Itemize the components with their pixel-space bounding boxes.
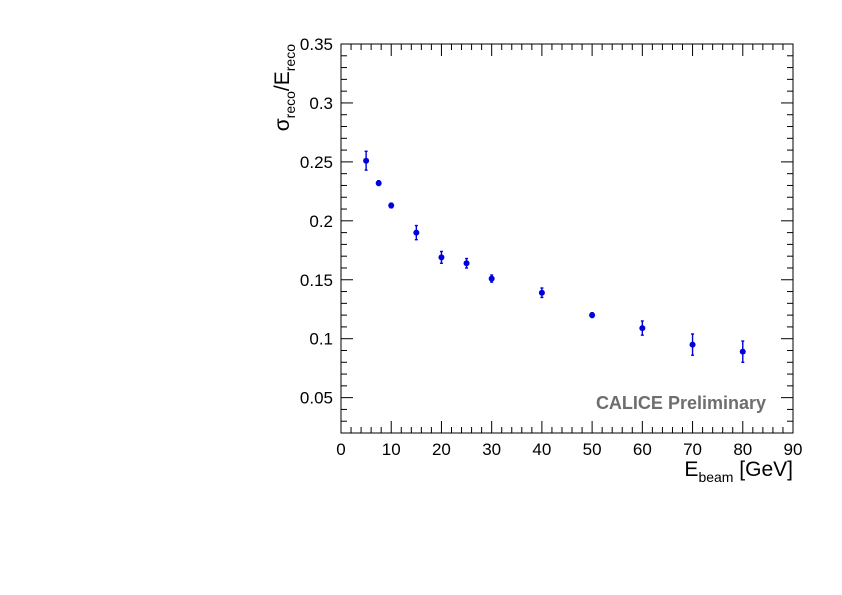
- x-tick-label: 70: [683, 440, 702, 459]
- data-point: [488, 275, 495, 282]
- axis-ticks: [340, 43, 794, 434]
- y-tick-label: 0.05: [300, 389, 333, 408]
- x-tick-label: 40: [532, 440, 551, 459]
- data-point: [375, 180, 382, 187]
- data-point: [388, 202, 395, 209]
- data-point: [438, 254, 445, 261]
- x-tick-label: 20: [432, 440, 451, 459]
- data-point: [538, 289, 545, 296]
- data-point: [639, 325, 646, 332]
- plot-frame: [340, 43, 794, 434]
- x-axis-title: Ebeam [GeV]: [684, 458, 793, 485]
- data-points: [363, 150, 746, 363]
- y-tick-labels: 0.05 0.1 0.15 0.2 0.25 0.3 0.35: [300, 35, 333, 408]
- x-tick-label: 30: [482, 440, 501, 459]
- y-axis-title: σreco/Ereco: [271, 44, 298, 131]
- data-point: [689, 341, 696, 348]
- x-tick-label: 10: [382, 440, 401, 459]
- x-tick-label: 50: [583, 440, 602, 459]
- y-tick-label: 0.2: [309, 212, 333, 231]
- y-tick-label: 0.3: [309, 94, 333, 113]
- y-tick-label: 0.15: [300, 271, 333, 290]
- data-point: [589, 312, 596, 319]
- y-tick-label: 0.1: [309, 330, 333, 349]
- data-point: [363, 157, 370, 164]
- x-tick-label: 60: [633, 440, 652, 459]
- annotation: CALICE Preliminary: [596, 393, 766, 413]
- data-point: [413, 229, 420, 236]
- x-tick-label: 80: [733, 440, 752, 459]
- y-tick-label: 0.25: [300, 153, 333, 172]
- data-point: [463, 260, 470, 267]
- x-tick-label: 0: [336, 440, 345, 459]
- data-point: [739, 348, 746, 355]
- x-tick-labels: 0 10 20 30 40 50 60 70 80 90: [336, 440, 802, 459]
- y-tick-label: 0.35: [300, 35, 333, 54]
- x-tick-label: 90: [784, 440, 803, 459]
